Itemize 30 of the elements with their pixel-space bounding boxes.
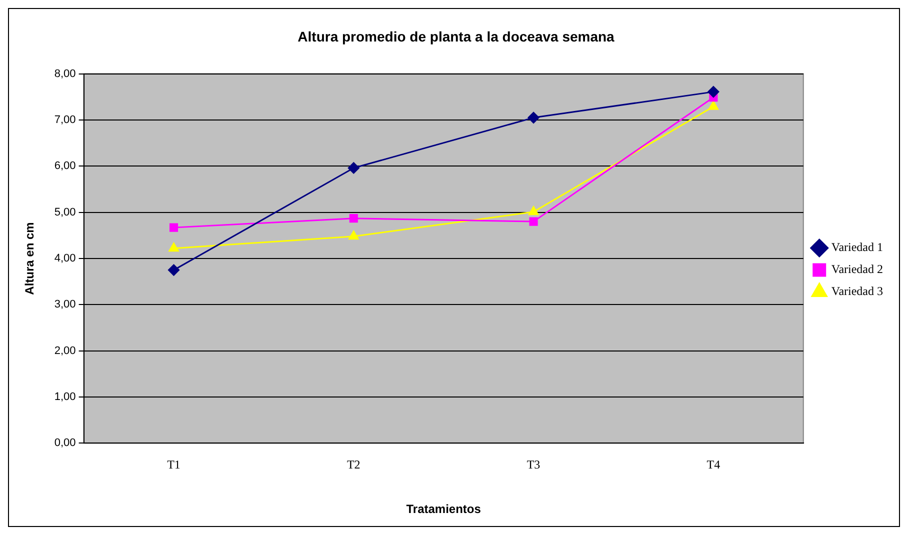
y-tick-label: 0,00 [54, 437, 76, 450]
y-tick-label: 4,00 [54, 252, 76, 265]
legend-label: Variedad 3 [831, 284, 884, 298]
y-axis-title: Altura en cm [22, 222, 37, 295]
y-tick-label: 7,00 [54, 114, 76, 126]
point [348, 230, 359, 240]
legend-label: Variedad 1 [831, 240, 884, 254]
x-axis-title: Tratamientos [406, 502, 482, 516]
y-tick-label: 2,00 [54, 344, 76, 357]
x-tick-label: T4 [706, 458, 720, 472]
y-tick-label: 6,00 [54, 160, 76, 172]
y-tick-label: 8,00 [54, 68, 76, 80]
chart-title: Altura promedio de planta a la doceava semana [298, 28, 615, 44]
point [168, 264, 180, 276]
x-tick-label: T3 [526, 458, 540, 472]
y-tick-label: 3,00 [54, 298, 76, 311]
x-tick-label: T1 [167, 458, 180, 472]
point [528, 112, 540, 124]
point [529, 217, 538, 226]
point [168, 242, 179, 252]
point [349, 214, 358, 223]
point [348, 162, 360, 174]
point [169, 223, 178, 232]
point [708, 86, 720, 98]
point [708, 100, 718, 110]
y-tick-label: 5,00 [54, 206, 76, 218]
point [528, 206, 539, 216]
y-tick-label: 1,00 [54, 391, 76, 404]
legend-label: Variedad 2 [831, 262, 884, 276]
x-tick-label: T2 [346, 458, 360, 472]
